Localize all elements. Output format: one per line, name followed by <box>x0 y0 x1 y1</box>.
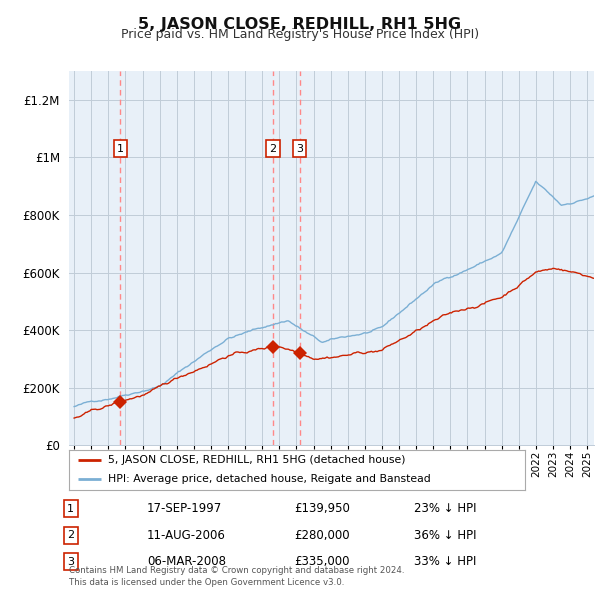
Text: 23% ↓ HPI: 23% ↓ HPI <box>414 502 476 515</box>
Text: 5, JASON CLOSE, REDHILL, RH1 5HG: 5, JASON CLOSE, REDHILL, RH1 5HG <box>139 17 461 31</box>
Text: 17-SEP-1997: 17-SEP-1997 <box>147 502 222 515</box>
Text: £335,000: £335,000 <box>294 555 349 568</box>
Text: £280,000: £280,000 <box>294 529 350 542</box>
Text: 2: 2 <box>269 143 276 153</box>
Text: £139,950: £139,950 <box>294 502 350 515</box>
Text: 36% ↓ HPI: 36% ↓ HPI <box>414 529 476 542</box>
Text: 3: 3 <box>67 557 74 566</box>
Text: 1: 1 <box>117 143 124 153</box>
Text: HPI: Average price, detached house, Reigate and Banstead: HPI: Average price, detached house, Reig… <box>108 474 431 484</box>
Text: 06-MAR-2008: 06-MAR-2008 <box>147 555 226 568</box>
Text: Price paid vs. HM Land Registry's House Price Index (HPI): Price paid vs. HM Land Registry's House … <box>121 28 479 41</box>
Text: Contains HM Land Registry data © Crown copyright and database right 2024.
This d: Contains HM Land Registry data © Crown c… <box>69 566 404 587</box>
Text: 3: 3 <box>296 143 303 153</box>
Text: 1: 1 <box>67 504 74 513</box>
Text: 11-AUG-2006: 11-AUG-2006 <box>147 529 226 542</box>
Text: 5, JASON CLOSE, REDHILL, RH1 5HG (detached house): 5, JASON CLOSE, REDHILL, RH1 5HG (detach… <box>108 455 405 466</box>
Text: 2: 2 <box>67 530 74 540</box>
Text: 33% ↓ HPI: 33% ↓ HPI <box>414 555 476 568</box>
